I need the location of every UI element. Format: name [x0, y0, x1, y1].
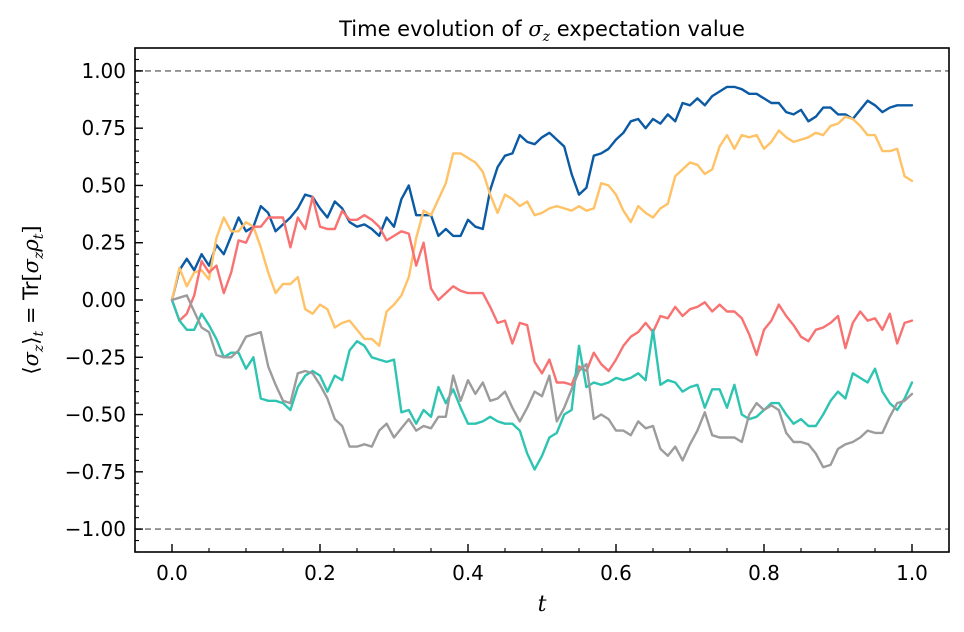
reference-lines [135, 70, 949, 530]
y-axis-ticks: −1.00 −0.75 −0.50 −0.25 0.00 0.25 0.50 0.75 1.00 [65, 47, 143, 553]
x-axis-ticks: 0.0 0.2 0.4 0.6 0.8 1.0 [134, 544, 950, 585]
series-line-2 [170, 115, 914, 347]
x-tick-label: 0.6 [600, 561, 632, 585]
series-line-5 [170, 294, 914, 469]
y-tick-label: 0.50 [81, 173, 126, 197]
series-line-4 [170, 298, 914, 471]
series-line-3 [170, 195, 914, 386]
y-tick-label: 0.25 [81, 231, 126, 255]
x-tick-label: 0.8 [748, 561, 780, 585]
y-tick-label: −0.25 [65, 345, 126, 369]
y-axis-label: ⟨σz⟩t = Tr[σzρt] [19, 225, 47, 374]
x-tick-label: 0.4 [452, 561, 484, 585]
series-line-1 [170, 85, 914, 302]
chart-title: Time evolution of σz expectation value [338, 17, 745, 45]
y-tick-label: 1.00 [81, 59, 126, 83]
x-axis-label: t [538, 592, 547, 617]
y-tick-label: −0.50 [65, 403, 126, 427]
y-tick-label: 0.00 [81, 288, 126, 312]
x-tick-label: 1.0 [896, 561, 928, 585]
y-tick-label: −0.75 [65, 460, 126, 484]
x-tick-label: 0.0 [156, 561, 188, 585]
x-tick-label: 0.2 [304, 561, 336, 585]
y-tick-label: 0.75 [81, 116, 126, 140]
plot-frame [134, 47, 950, 553]
series-group [170, 85, 914, 471]
y-tick-label: −1.00 [65, 517, 126, 541]
